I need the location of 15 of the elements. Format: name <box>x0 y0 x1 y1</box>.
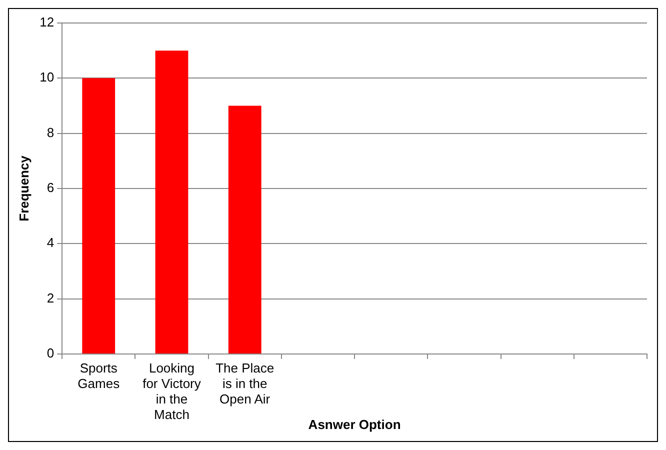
y-tick-label: 10 <box>40 70 54 85</box>
bar <box>155 50 188 354</box>
y-tick-label: 12 <box>40 14 54 30</box>
x-tick-label: Sports Games <box>78 360 120 391</box>
y-tick-label: 0 <box>46 346 54 361</box>
bar <box>82 78 116 354</box>
y-tick-label: 6 <box>46 180 54 196</box>
bar <box>228 106 262 354</box>
x-tick-label: Looking for Victory in the Match <box>142 360 202 422</box>
y-tick-label: 2 <box>46 290 54 306</box>
y-axis-title: Frequency <box>16 154 32 222</box>
x-tick-label: The Place is in the Open Air <box>216 360 274 407</box>
y-tick-label: 4 <box>46 235 54 250</box>
y-tick-label: 8 <box>46 124 54 140</box>
x-axis-title: Asnwer Option <box>308 416 401 432</box>
